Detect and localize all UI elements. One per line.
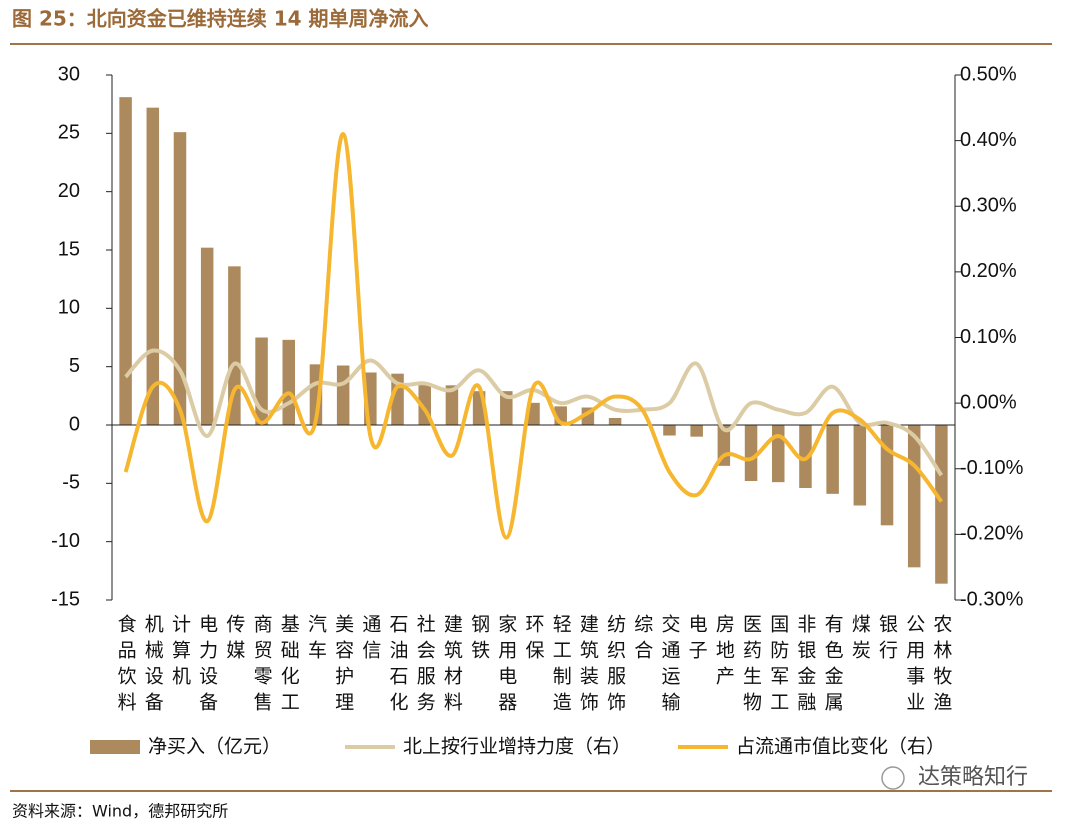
x-tick-label: 煤炭	[849, 614, 871, 666]
x-tick-label: 钢铁	[468, 614, 490, 666]
watermark: 达策略知行	[918, 765, 1028, 790]
x-tick-label: 环保	[523, 614, 545, 666]
x-tick-label: 交通运输	[658, 614, 680, 718]
x-tick-label: 医药生物	[740, 614, 762, 718]
bar	[282, 339, 296, 425]
bar	[771, 425, 785, 483]
x-tick-label: 综合	[631, 614, 653, 666]
bar	[200, 247, 214, 425]
legend-label: 占流通市值比变化（右）	[736, 736, 945, 758]
bar	[826, 425, 839, 494]
bar	[690, 425, 703, 437]
y-tick-label: 25	[58, 122, 80, 144]
y2-tick-label: 0.20%	[960, 260, 1017, 282]
bar	[146, 107, 160, 426]
x-tick-label: 银行	[876, 614, 898, 666]
x-tick-label: 机械设备	[142, 614, 164, 718]
legend-label: 北上按行业增持力度（右）	[403, 736, 631, 758]
y2-tick-label: 0.40%	[960, 129, 1017, 151]
x-tick-label: 有色金属	[822, 614, 844, 718]
x-tick-label: 纺织服饰	[604, 614, 626, 718]
bar	[799, 425, 812, 488]
legend-swatch	[90, 740, 140, 754]
x-tick-label: 国防军工	[767, 614, 789, 718]
x-tick-label: 建筑装饰	[577, 614, 599, 718]
bar	[173, 132, 187, 425]
x-tick-label: 美容护理	[332, 614, 354, 718]
bar	[935, 425, 948, 584]
y-tick-label: -15	[51, 588, 80, 610]
bar	[907, 425, 921, 568]
x-tick-label: 电子	[686, 614, 708, 666]
y-tick-label: 15	[58, 238, 80, 260]
y-tick-label: -10	[51, 530, 80, 552]
y2-tick-label: 0.30%	[960, 195, 1017, 217]
bar	[744, 425, 758, 481]
x-tick-label: 电力设备	[196, 614, 218, 718]
y2-tick-label: 0.00%	[960, 391, 1017, 413]
x-tick-label: 传媒	[223, 614, 245, 666]
y-tick-label: 5	[69, 355, 80, 377]
y2-tick-label: 0.10%	[960, 326, 1017, 348]
bar	[608, 418, 622, 425]
bar	[663, 425, 676, 436]
bar	[500, 391, 513, 425]
x-tick-label: 计算机	[169, 614, 191, 692]
x-tick-label: 基础化工	[278, 614, 300, 718]
x-tick-label: 石油石化	[387, 614, 409, 718]
line	[123, 132, 944, 540]
bar	[445, 385, 459, 425]
bar	[880, 425, 894, 526]
chart-title: 图 25：北向资金已维持连续 14 期单周净流入	[12, 7, 429, 31]
x-tick-label: 社会服务	[414, 614, 436, 718]
legend-label: 净买入（亿元）	[148, 736, 281, 758]
x-tick-label: 家用电器	[495, 614, 517, 718]
y2-tick-label: 0.50%	[960, 63, 1017, 85]
bar	[119, 97, 132, 426]
y-tick-label: 0	[69, 413, 80, 435]
x-tick-label: 建筑材料	[441, 614, 463, 718]
x-tick-label: 公用事业	[903, 614, 925, 718]
x-tick-label: 农林牧渔	[930, 614, 952, 718]
bar	[853, 425, 867, 506]
y-tick-label: 10	[58, 297, 80, 319]
x-tick-label: 通信	[359, 614, 381, 666]
source: 资料来源：Wind，德邦研究所	[12, 802, 228, 821]
x-tick-label: 轻工制造	[550, 614, 572, 718]
y-tick-label: -5	[62, 472, 80, 494]
y-tick-label: 20	[58, 180, 80, 202]
bar	[336, 365, 350, 425]
y2-tick-label: -0.20%	[960, 523, 1024, 545]
y-tick-label: 30	[58, 63, 80, 85]
x-tick-label: 房地产	[713, 614, 735, 692]
x-tick-label: 食品饮料	[115, 614, 137, 718]
watermark-icon	[881, 766, 905, 790]
y2-tick-label: -0.10%	[960, 457, 1024, 479]
x-tick-label: 非银金融	[794, 614, 816, 718]
x-tick-label: 汽车	[305, 614, 327, 666]
y2-tick-label: -0.30%	[960, 588, 1024, 610]
x-tick-label: 商贸零售	[251, 614, 273, 718]
